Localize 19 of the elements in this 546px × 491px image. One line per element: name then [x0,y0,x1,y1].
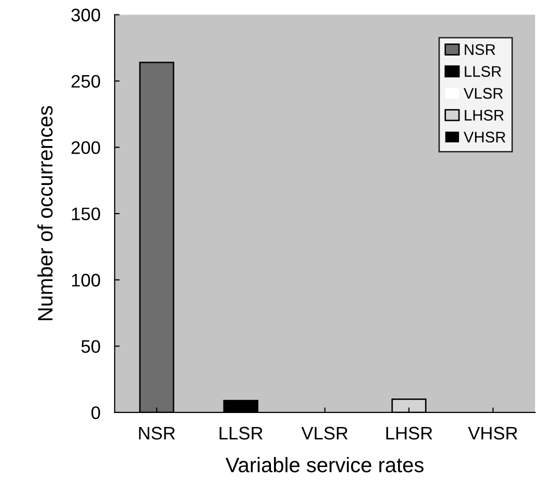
y-tick-label: 250 [72,74,100,88]
x-tick-label: LLSR [220,426,263,440]
y-axis-title: Number of occurrences [37,106,53,320]
x-tick-label: LHSR [386,426,432,440]
y-tick-label: 100 [72,274,100,287]
x-axis-title: Variable service rates [226,457,424,472]
legend-label: VLSR [464,88,503,99]
x-tick-label: VHSR [468,426,518,440]
y-tick-label: 50 [81,340,100,353]
y-tick-label: 150 [72,208,100,220]
legend-label: VHSR [464,132,506,142]
legend-label: LLSR [464,66,502,77]
y-tick-label: 200 [72,141,100,154]
x-tick-label: VLSR [301,426,348,440]
legend-label: LHSR [464,110,504,121]
x-tick-label: NSR [139,426,175,440]
legend-label: NSR [464,44,496,55]
y-tick-label: 300 [71,8,100,22]
y-tick-label: 0 [91,406,100,420]
